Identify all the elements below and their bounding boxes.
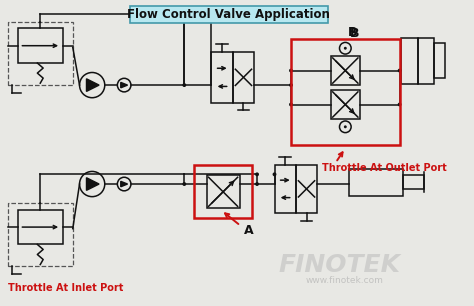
Circle shape bbox=[255, 172, 259, 176]
Text: A: A bbox=[245, 224, 254, 237]
Polygon shape bbox=[86, 79, 99, 91]
Text: FINOTEK: FINOTEK bbox=[279, 252, 401, 277]
Bar bbox=[418, 38, 434, 84]
Bar bbox=[434, 43, 445, 78]
Text: B: B bbox=[348, 26, 358, 39]
Circle shape bbox=[182, 182, 186, 186]
Circle shape bbox=[273, 172, 276, 176]
Bar bbox=[291, 39, 400, 145]
Text: Throttle At Outlet Port: Throttle At Outlet Port bbox=[322, 162, 447, 173]
Bar bbox=[401, 38, 418, 84]
Bar bbox=[233, 52, 254, 103]
Bar bbox=[402, 175, 424, 189]
Text: www.finotek.com: www.finotek.com bbox=[305, 276, 383, 285]
Circle shape bbox=[289, 83, 293, 87]
Circle shape bbox=[255, 182, 259, 186]
Bar bbox=[211, 52, 233, 103]
Circle shape bbox=[398, 69, 401, 73]
Polygon shape bbox=[121, 181, 128, 187]
Polygon shape bbox=[86, 178, 99, 190]
Bar bbox=[18, 210, 63, 244]
Bar bbox=[274, 165, 296, 213]
Circle shape bbox=[398, 103, 401, 106]
Bar bbox=[194, 165, 252, 218]
Circle shape bbox=[182, 83, 186, 87]
FancyBboxPatch shape bbox=[130, 6, 328, 23]
Bar bbox=[331, 56, 360, 85]
Text: Throttle At Inlet Port: Throttle At Inlet Port bbox=[8, 283, 123, 293]
Text: Flow Control Valve Application: Flow Control Valve Application bbox=[128, 8, 330, 21]
Polygon shape bbox=[121, 82, 128, 88]
Circle shape bbox=[289, 103, 293, 106]
Circle shape bbox=[344, 47, 347, 50]
Circle shape bbox=[289, 69, 293, 73]
Bar bbox=[8, 203, 73, 267]
Bar bbox=[207, 175, 239, 208]
Bar bbox=[8, 22, 73, 85]
Text: B: B bbox=[350, 27, 360, 40]
Circle shape bbox=[344, 125, 347, 128]
Bar bbox=[296, 165, 317, 213]
Bar bbox=[18, 28, 63, 63]
Bar bbox=[331, 90, 360, 119]
Bar bbox=[349, 169, 402, 196]
